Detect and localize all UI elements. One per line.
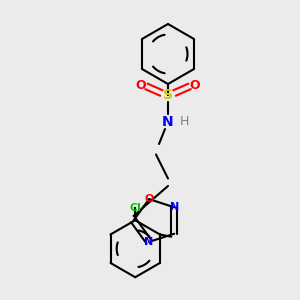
Text: O: O [136, 79, 146, 92]
Text: O: O [190, 79, 200, 92]
Text: N: N [144, 237, 154, 247]
Text: Cl: Cl [129, 203, 141, 213]
Text: H: H [180, 115, 189, 128]
Text: N: N [162, 115, 174, 128]
Text: N: N [169, 202, 179, 212]
Text: S: S [163, 88, 173, 101]
Text: O: O [144, 194, 154, 204]
